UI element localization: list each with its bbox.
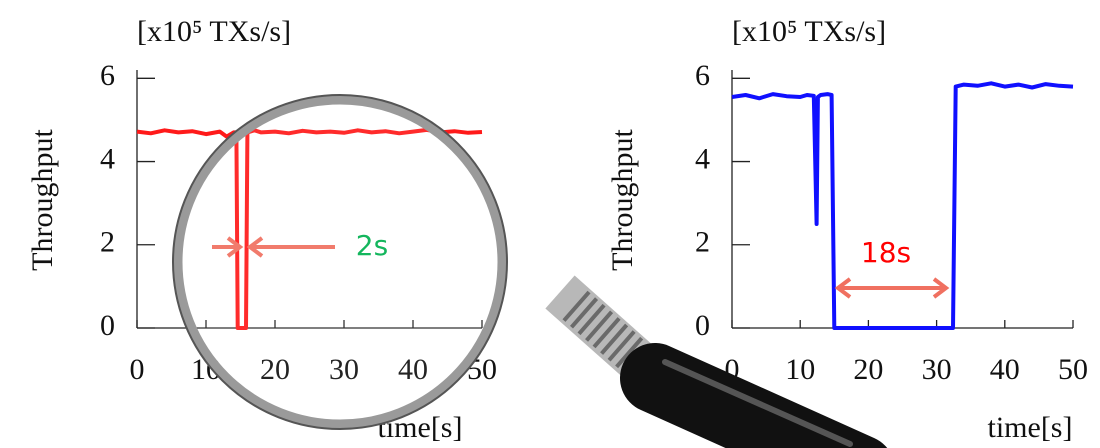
magnifier bbox=[173, 95, 860, 448]
y-tick-label: 0 bbox=[100, 309, 115, 342]
y-unit: [x10⁵ TXs/s] bbox=[137, 15, 291, 48]
x-tick-label: 0 bbox=[130, 353, 145, 386]
y-tick-label: 2 bbox=[695, 226, 710, 259]
x-axis-label: time[s] bbox=[988, 411, 1073, 444]
x-tick-label: 10 bbox=[785, 353, 815, 386]
x-tick-label: 40 bbox=[990, 353, 1020, 386]
data-line bbox=[732, 83, 1073, 328]
y-tick-label: 6 bbox=[695, 59, 710, 92]
y-unit: [x10⁵ TXs/s] bbox=[732, 15, 886, 48]
y-axis-label: Throughput bbox=[606, 129, 639, 271]
x-tick-label: 30 bbox=[922, 353, 952, 386]
y-tick-label: 4 bbox=[100, 142, 115, 175]
y-tick-label: 4 bbox=[695, 142, 710, 175]
y-tick-label: 2 bbox=[100, 226, 115, 259]
x-tick-label: 20 bbox=[853, 353, 883, 386]
figure: 024601020304050[x10⁵ TXs/s]Throughputtim… bbox=[0, 0, 1100, 448]
annotation: 18s bbox=[861, 236, 911, 269]
y-tick-label: 0 bbox=[695, 309, 710, 342]
x-tick-label: 50 bbox=[1058, 353, 1088, 386]
y-axis-label: Throughput bbox=[26, 129, 59, 271]
lens bbox=[178, 100, 502, 424]
y-tick-label: 6 bbox=[100, 59, 115, 92]
